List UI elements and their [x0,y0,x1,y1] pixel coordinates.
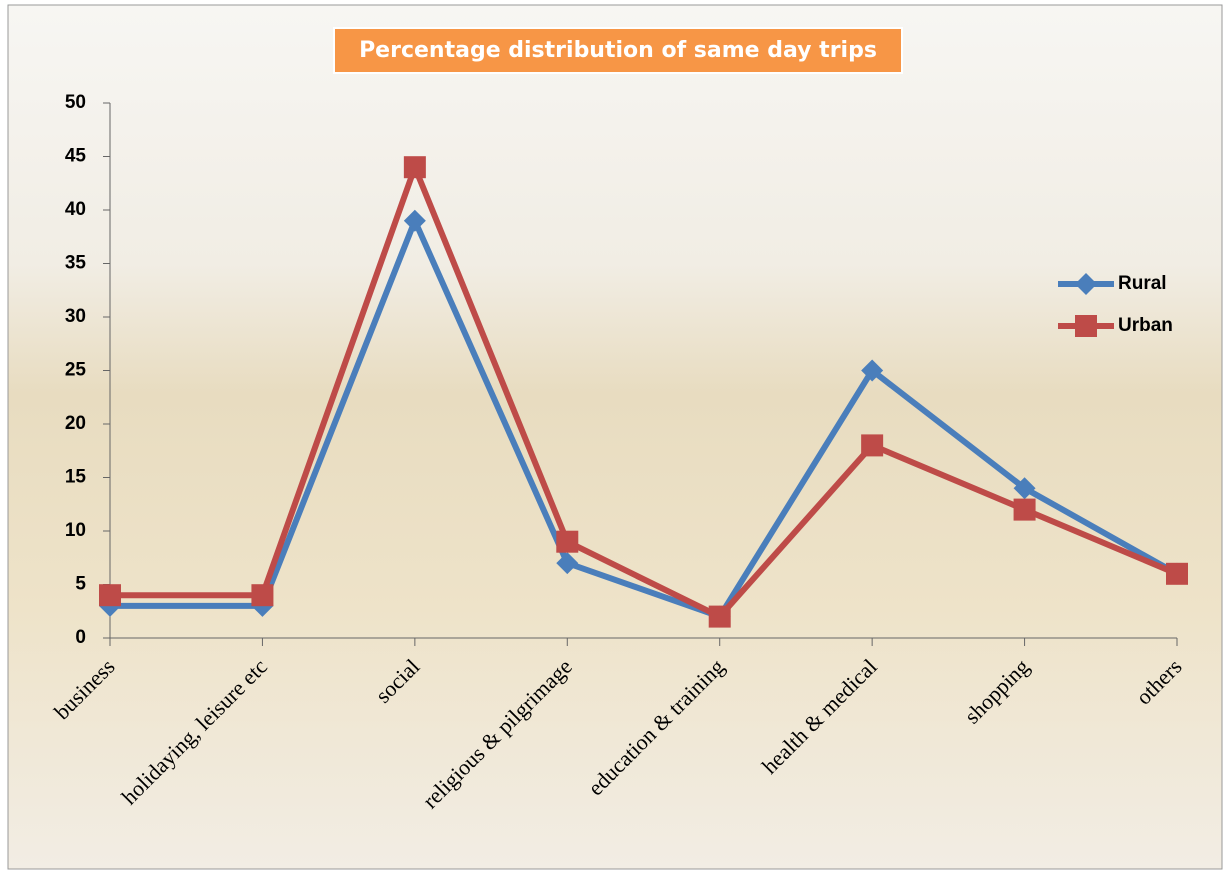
data-point [251,584,273,606]
data-point [404,156,426,178]
chart: Percentage distribution of same day trip… [0,0,1228,873]
y-tick-label: 40 [65,199,86,220]
y-tick-label: 15 [65,467,87,488]
data-point [1166,563,1188,585]
y-tick-label: 35 [65,253,87,274]
data-point [99,584,121,606]
chart-title: Percentage distribution of same day trip… [359,38,877,63]
data-point [709,606,731,628]
y-tick-label: 5 [75,574,86,595]
y-tick-label: 10 [65,520,86,541]
y-tick-label: 20 [65,413,86,434]
y-tick-label: 45 [65,146,87,167]
y-tick-label: 25 [65,360,87,381]
legend-label: Urban [1118,315,1173,336]
data-point [1014,499,1036,521]
y-tick-label: 50 [65,92,86,113]
data-point [556,531,578,553]
y-tick-label: 0 [75,627,86,648]
y-tick-label: 30 [65,306,86,327]
legend-label: Rural [1118,273,1167,294]
legend-marker [1075,315,1097,337]
data-point [861,434,883,456]
